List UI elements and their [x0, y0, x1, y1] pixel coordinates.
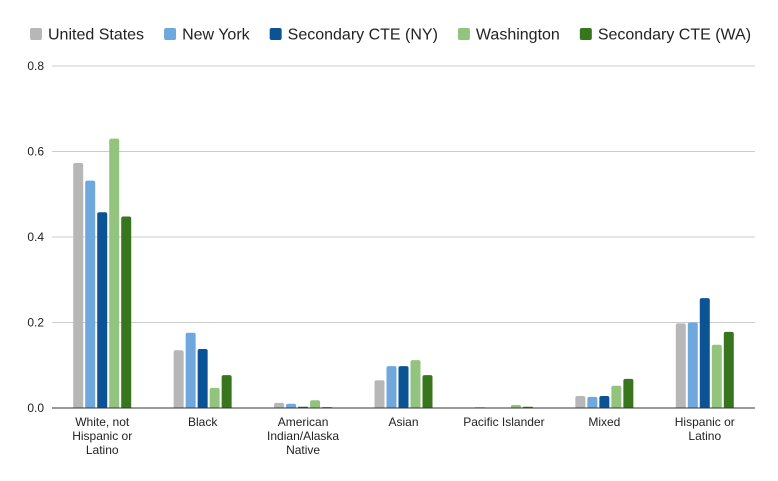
bar — [410, 360, 421, 408]
legend-item[interactable]: New York — [164, 27, 251, 44]
y-tick-label: 0.4 — [27, 230, 44, 244]
legend-swatch — [579, 28, 592, 40]
legend-swatch — [164, 28, 177, 40]
legend-label: New York — [182, 27, 251, 44]
gridlines — [52, 65, 755, 323]
x-category-label: Pacific Islander — [463, 415, 544, 429]
legend-item[interactable]: Washington — [457, 27, 560, 44]
bar — [699, 298, 710, 408]
legend-label: Secondary CTE (WA) — [598, 27, 751, 44]
y-tick-label: 0.0 — [27, 401, 44, 415]
bar — [121, 216, 132, 408]
bar — [575, 396, 586, 408]
x-category-label: Black — [188, 415, 218, 429]
legend-item[interactable]: Secondary CTE (NY) — [269, 27, 438, 44]
bar — [286, 403, 297, 408]
x-category-label: White, not — [75, 415, 130, 429]
bar — [209, 387, 220, 408]
legend-label: United States — [48, 27, 144, 44]
bar — [197, 349, 208, 408]
bar — [611, 385, 622, 408]
legend-item[interactable]: Secondary CTE (WA) — [579, 27, 751, 44]
x-category-label: American — [278, 415, 329, 429]
x-category-label: Hispanic or — [675, 415, 735, 429]
y-axis-ticks: 0.0 0.2 0.4 0.6 0.8 — [27, 59, 44, 415]
bar — [97, 212, 108, 408]
bar — [374, 380, 385, 408]
bar — [422, 375, 433, 408]
x-category-label: Hispanic or — [72, 429, 132, 443]
bar — [310, 400, 321, 408]
legend-swatch — [457, 28, 470, 40]
legend-swatch — [269, 28, 282, 40]
bar — [623, 378, 634, 408]
bar — [221, 375, 232, 408]
y-tick-label: 0.2 — [27, 316, 44, 330]
bar — [274, 402, 285, 408]
bar — [173, 350, 184, 408]
bar — [185, 332, 196, 408]
x-category-label: Mixed — [588, 415, 620, 429]
legend-swatch — [30, 28, 42, 40]
bar — [675, 323, 686, 408]
bar — [109, 138, 120, 409]
legend-label: Secondary CTE (NY) — [288, 27, 438, 44]
bar — [723, 331, 734, 408]
bar — [73, 163, 84, 408]
bar — [599, 396, 610, 408]
x-category-label: Native — [286, 443, 320, 457]
legend-item[interactable]: United States — [30, 27, 144, 44]
y-tick-label: 0.8 — [27, 59, 44, 73]
bar — [687, 322, 698, 408]
x-category-label: Latino — [688, 429, 721, 443]
y-tick-label: 0.6 — [27, 145, 44, 159]
bar — [386, 366, 397, 408]
bar — [711, 344, 722, 408]
bar — [587, 396, 598, 408]
x-category-label: Latino — [86, 443, 119, 457]
x-category-label: Indian/Alaska — [267, 429, 339, 443]
legend-label: Washington — [476, 27, 560, 44]
x-category-label: Asian — [388, 415, 418, 429]
legend: United States New York Secondary CTE (NY) W… — [30, 27, 751, 44]
bar — [398, 366, 409, 408]
bar — [510, 405, 521, 408]
bar — [85, 180, 96, 408]
bars — [73, 138, 734, 409]
